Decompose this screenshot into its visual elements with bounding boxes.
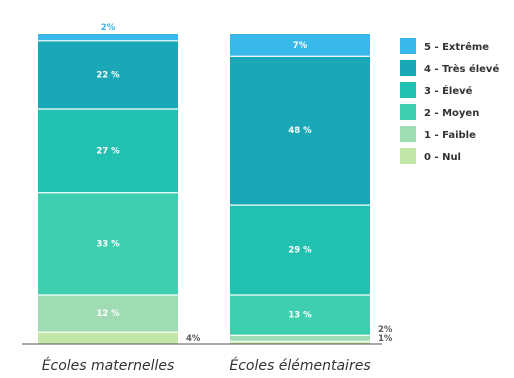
category-label: Écoles maternelles [42, 357, 175, 374]
segment-value-label: 33 % [96, 239, 120, 249]
bar-segment-1-3 [38, 109, 178, 193]
legend-label: 1 - Faible [424, 130, 476, 141]
bar-segment-2-2 [230, 295, 370, 335]
segment-value-label: 7% [293, 41, 308, 51]
legend-swatch [400, 148, 416, 164]
bar-segment-2-0 [230, 342, 370, 344]
bar-segment-2-3 [230, 205, 370, 295]
bars-group [38, 34, 370, 344]
legend-label: 2 - Moyen [424, 108, 479, 119]
legend-label: 4 - Très élevé [424, 63, 499, 75]
bar-segment-2-5 [230, 34, 370, 56]
legend-label: 5 - Extrême [424, 41, 489, 53]
segment-value-label: 27 % [96, 146, 120, 156]
segment-value-label: 2% [101, 23, 116, 33]
legend-swatch [400, 126, 416, 142]
bar-segment-2-1 [230, 335, 370, 341]
segment-value-label: 29 % [288, 245, 312, 255]
legend-label: 3 - Élevé [424, 84, 473, 97]
bar-segment-1-5 [38, 34, 178, 41]
bar-segment-1-4 [38, 41, 178, 109]
bar-segment-2-4 [230, 56, 370, 205]
segment-value-label-outside: 1% [378, 334, 393, 344]
segment-value-label: 48 % [288, 126, 312, 136]
bar-segment-1-2 [38, 193, 178, 295]
legend-swatch [400, 104, 416, 120]
legend-swatch [400, 82, 416, 98]
bar-segment-1-0 [38, 332, 178, 344]
segment-value-label: 13 % [288, 311, 312, 321]
legend: 5 - Extrême 4 - Très élevé 3 - Élevé 2 - Mo… [400, 38, 499, 164]
bar-segment-1-1 [38, 295, 178, 332]
segment-value-label-outside: 4% [186, 334, 201, 344]
legend-swatch [400, 38, 416, 54]
segment-value-label: 22 % [96, 70, 120, 80]
category-label: Écoles élémentaires [229, 357, 370, 374]
segment-value-label-outside: 2% [378, 325, 393, 335]
value-labels-group: 12 %33 %27 %22 %2%4%13 %29 %48 %7%1%2% [96, 23, 393, 344]
legend-label: 0 - Nul [424, 152, 461, 163]
legend-swatch [400, 60, 416, 76]
segment-value-label: 12 % [96, 309, 120, 319]
category-labels-group: Écoles maternelles Écoles élémentaires [42, 357, 371, 374]
